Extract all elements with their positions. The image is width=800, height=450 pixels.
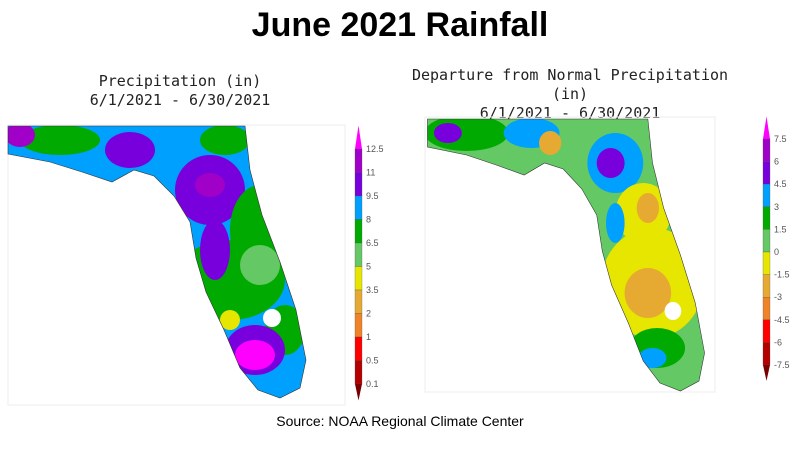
colorbar-segment (762, 229, 771, 253)
page-title: June 2021 Rainfall (251, 6, 549, 44)
colorbar-label: -6 (774, 337, 782, 347)
colorbar-label: 1 (366, 332, 371, 342)
left-colorbar: 12.5 11 9.5 8 6.5 5 3.5 2 1 0.5 0.1 (354, 125, 384, 401)
colorbar-label: 5 (366, 262, 371, 272)
left-map-title-text: Precipitation (in) (98, 72, 262, 90)
colorbar-label: 6 (774, 157, 779, 167)
colorbar-label: 1.5 (774, 224, 787, 234)
colorbar-label: 0 (774, 247, 779, 257)
colorbar-segment (762, 138, 771, 162)
colorbar-label: 7.5 (774, 134, 787, 144)
colorbar-label: 11 (366, 168, 375, 178)
left-map-title: Precipitation (in) 6/1/2021 - 6/30/2021 (30, 72, 330, 110)
colorbar-label: 9.5 (366, 191, 379, 201)
colorbar-label: -7.5 (774, 360, 790, 370)
colorbar-label: 8 (366, 215, 371, 225)
colorbar-label: 12.5 (366, 144, 384, 154)
colorbar-bottom-arrow (763, 365, 770, 381)
right-colorbar: 7.5 6 4.5 3 1.5 0 -1.5 -3 -4.5 -6 -7.5 (762, 116, 790, 381)
colorbar-segment (762, 161, 771, 185)
lake-okeechobee-left (263, 309, 281, 327)
colorbar-label: 2 (366, 309, 371, 319)
colorbar-segment (354, 195, 363, 220)
colorbar-label: -3 (774, 292, 782, 302)
colorbar-segment (762, 342, 771, 366)
left-map-frame (7, 124, 346, 406)
colorbar-segment (354, 172, 363, 197)
colorbar-label: -4.5 (774, 315, 790, 325)
colorbar-top-arrow (355, 125, 362, 149)
colorbar-label: 4.5 (774, 179, 787, 189)
colorbar-label: -1.5 (774, 270, 790, 280)
colorbar-segment (354, 336, 363, 361)
colorbar-bottom-arrow (355, 384, 362, 401)
colorbar-top-arrow (763, 116, 770, 139)
right-map-title-text: Departure from Normal Precipitation (in) (411, 66, 729, 103)
colorbar-label: 0.1 (366, 379, 379, 389)
colorbar-segment (354, 242, 363, 267)
colorbar-segment (354, 289, 363, 314)
colorbar-segment (762, 184, 771, 207)
colorbar-label: 3 (774, 202, 779, 212)
right-map-frame (424, 116, 716, 393)
colorbar-label: 6.5 (366, 238, 379, 248)
colorbar-segment (762, 319, 771, 343)
colorbar-segment (354, 266, 363, 291)
left-precip-map (8, 126, 306, 398)
colorbar-segment (354, 148, 363, 173)
colorbar-segment (762, 251, 771, 275)
colorbar-segment (354, 313, 363, 338)
colorbar-segment (354, 360, 363, 385)
right-departure-map (427, 118, 705, 392)
colorbar-segment (762, 297, 771, 320)
colorbar-label: 3.5 (366, 285, 379, 295)
colorbar-segment (762, 274, 771, 298)
colorbar-label: 0.5 (366, 356, 379, 366)
left-florida-outline (7, 125, 307, 399)
left-map-dates: 6/1/2021 - 6/30/2021 (89, 91, 271, 109)
colorbar-segment (354, 219, 363, 244)
source-credit: Source: NOAA Regional Climate Center (276, 413, 524, 429)
colorbar-segment (762, 206, 771, 230)
